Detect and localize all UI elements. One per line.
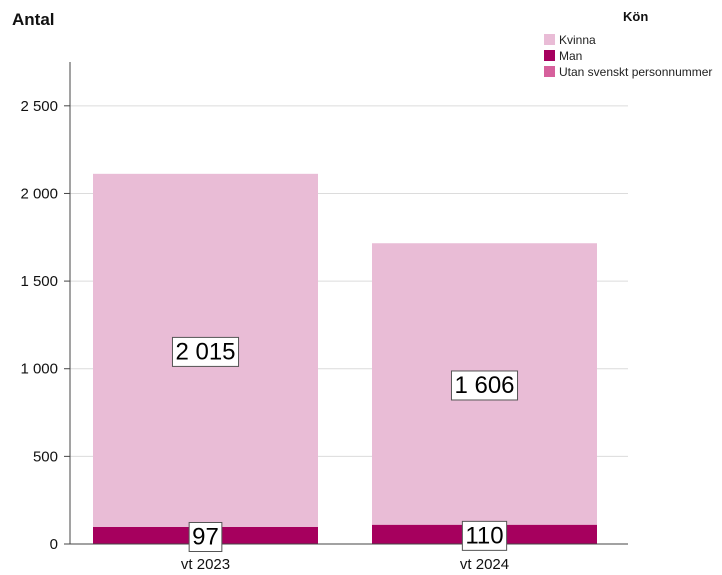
y-tick-label: 1 000 — [20, 361, 58, 378]
x-tick-label: vt 2023 — [181, 556, 230, 573]
bars — [93, 173, 597, 544]
y-axis-title: Antal — [12, 10, 55, 29]
data-label-text: 110 — [465, 522, 503, 549]
legend-entry: Utan svenskt personnummer — [559, 65, 712, 79]
x-tick-label: vt 2024 — [460, 556, 509, 573]
y-tick-label: 1 500 — [20, 273, 58, 290]
legend: Kön Kvinna Man Utan svenskt personnummer — [544, 9, 712, 79]
legend-swatch — [544, 34, 555, 45]
legend-entry: Kvinna — [559, 33, 596, 47]
y-tick-label: 0 — [50, 536, 58, 553]
y-tick-label: 2 000 — [20, 185, 58, 202]
legend-swatch — [544, 50, 555, 61]
legend-entry: Man — [559, 49, 582, 63]
y-tick-label: 500 — [33, 448, 58, 465]
y-tick-label: 2 500 — [20, 98, 58, 115]
data-label-text: 97 — [192, 523, 219, 550]
data-labels: 97 2 015 110 1 606 — [171, 336, 519, 552]
data-label: 1 606 — [450, 370, 519, 401]
y-axis-ticks: 0 500 1 000 1 500 2 000 2 500 — [20, 98, 70, 553]
data-label: 2 015 — [171, 336, 240, 367]
data-label: 110 — [461, 520, 508, 551]
data-label-box — [188, 521, 223, 552]
x-axis-ticks: vt 2023 vt 2024 — [181, 544, 509, 573]
data-label-box — [461, 520, 508, 551]
data-label-text: 1 606 — [454, 372, 514, 399]
legend-swatch — [544, 66, 555, 77]
data-label: 97 — [188, 521, 223, 552]
data-label-box — [450, 370, 519, 401]
data-label-text: 2 015 — [175, 338, 235, 365]
legend-title: Kön — [623, 9, 648, 24]
data-label-box — [171, 336, 240, 367]
